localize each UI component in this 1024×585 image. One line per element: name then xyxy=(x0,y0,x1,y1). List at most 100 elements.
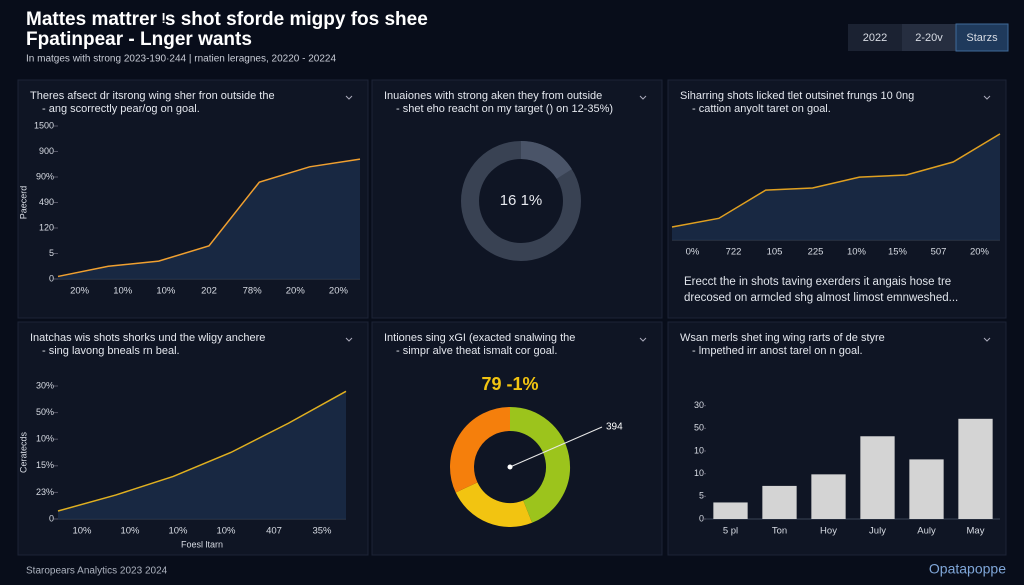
y-tick-label: 10% xyxy=(36,434,54,444)
y-axis-label: Paecerd xyxy=(18,186,28,220)
x-tick-label: 10% xyxy=(72,526,92,537)
line xyxy=(57,390,347,512)
bar xyxy=(909,459,944,519)
y-axis-label: Ceratecds xyxy=(18,431,28,473)
x-tick-label: July xyxy=(869,526,886,537)
bar xyxy=(713,502,748,519)
dropdown-icon[interactable] xyxy=(345,337,353,342)
donut-label: 79 -1% xyxy=(481,374,538,394)
panel-title: Inatchas wis shots shorks und the wligy … xyxy=(30,332,265,344)
panel xyxy=(667,321,1007,556)
x-tick-label: Hoy xyxy=(820,526,837,537)
x-tick-label: 20% xyxy=(70,286,90,297)
y-tick-label: 900 xyxy=(39,146,54,156)
title: Mattes mattrer ᵎs shot sforde migpy fos … xyxy=(26,9,428,30)
x-tick-label: 10% xyxy=(216,526,236,537)
donut-segment xyxy=(455,481,533,527)
panel-title: Theres afsect dr itsrong wing sher fron … xyxy=(30,90,275,102)
title: Fpatinpear - Lnger wants xyxy=(26,29,252,50)
x-axis-label: Foesl ltarn xyxy=(181,539,223,549)
x-tick-label: 0% xyxy=(686,247,700,258)
panel-title: - shet eho reacht on my target () on 12-… xyxy=(396,103,613,115)
bar xyxy=(762,485,797,519)
x-tick-label: 5 pl xyxy=(723,526,738,537)
y-tick-label: 5 xyxy=(699,491,704,501)
area xyxy=(58,159,360,279)
donut-segment xyxy=(520,141,572,180)
annotation-dot xyxy=(507,464,513,470)
y-tick-label: 0 xyxy=(699,513,704,523)
x-tick-label: 507 xyxy=(931,247,947,258)
dropdown-icon[interactable] xyxy=(639,337,647,342)
annotation-line xyxy=(509,426,603,468)
x-tick-label: 722 xyxy=(726,247,742,258)
y-tick-label: 30 xyxy=(694,400,704,410)
bar xyxy=(811,474,846,519)
x-tick-label: Auly xyxy=(917,526,936,537)
dropdown-icon[interactable] xyxy=(345,95,353,100)
panel-title: - lmpethed irr anost tarel on n goal. xyxy=(692,345,863,357)
button-label[interactable]: 2022 xyxy=(863,32,887,44)
x-tick-label: May xyxy=(967,526,985,537)
panel-title: Intiones sing xGI (exacted snalwing the xyxy=(384,332,575,344)
x-tick-label: 105 xyxy=(767,247,783,258)
x-tick-label: 10% xyxy=(168,526,188,537)
y-tick-label: 90% xyxy=(36,171,54,181)
x-tick-label: 10% xyxy=(847,247,867,258)
x-tick-label: 10% xyxy=(120,526,140,537)
note: Erecct the in shots taving exerders it a… xyxy=(684,276,951,288)
button[interactable] xyxy=(955,23,1009,52)
bar xyxy=(860,436,895,519)
panel-title: - ang scorrectly pear/og on goal. xyxy=(42,103,200,115)
y-tick-label: 30% xyxy=(36,380,54,390)
y-tick-label: 490 xyxy=(39,197,54,207)
x-tick-label: 15% xyxy=(888,247,908,258)
area xyxy=(58,391,346,519)
y-tick-label: 0 xyxy=(49,513,54,523)
panel-title: Inuaiones with strong aken they from out… xyxy=(384,90,602,102)
button-label[interactable]: Starzs xyxy=(966,32,998,44)
y-tick-label: 1500 xyxy=(34,120,54,130)
panel-title: - sing lavong bneals rn beal. xyxy=(42,345,180,357)
x-tick-label: 78% xyxy=(243,286,263,297)
annotation: 394 xyxy=(606,422,623,433)
dropdown-icon[interactable] xyxy=(983,95,991,100)
footer-left: Staropears Analytics 2023 2024 xyxy=(26,566,168,577)
y-tick-label: 10 xyxy=(694,445,704,455)
y-tick-label: 0 xyxy=(49,273,54,283)
dropdown-icon[interactable] xyxy=(983,337,991,342)
panel-title: Wsan merls shet ing wing rarts of de sty… xyxy=(680,332,885,344)
donut-segment xyxy=(450,407,511,493)
line xyxy=(671,133,1001,228)
y-tick-label: 15% xyxy=(36,460,54,470)
dropdown-icon[interactable] xyxy=(639,95,647,100)
line xyxy=(57,158,361,278)
x-tick-label: 202 xyxy=(201,286,217,297)
panel xyxy=(371,79,663,319)
bar xyxy=(958,418,993,519)
y-tick-label: 10 xyxy=(694,468,704,478)
x-tick-label: 20% xyxy=(329,286,349,297)
y-tick-label: 120 xyxy=(39,222,54,232)
subtitle: In matges with strong 2023-190·244 | rna… xyxy=(26,54,336,65)
x-tick-label: 225 xyxy=(808,247,824,258)
x-tick-label: 20% xyxy=(970,247,990,258)
button[interactable] xyxy=(902,24,956,51)
button-label[interactable]: 2-20v xyxy=(915,32,943,44)
y-tick-label: 50 xyxy=(694,423,704,433)
y-tick-label: 23% xyxy=(36,487,54,497)
x-tick-label: Ton xyxy=(772,526,787,537)
footer-right: Opatapoppe xyxy=(929,561,1006,577)
y-tick-label: 50% xyxy=(36,407,54,417)
panel-title: - simpr alve theat ismalt cor goal. xyxy=(396,345,557,357)
y-tick-label: 5 xyxy=(49,248,54,258)
button[interactable] xyxy=(848,24,902,51)
area xyxy=(672,133,1000,240)
donut-segment xyxy=(509,407,570,523)
x-tick-label: 35% xyxy=(312,526,332,537)
x-tick-label: 20% xyxy=(286,286,306,297)
x-tick-label: 10% xyxy=(113,286,133,297)
panel-title: Siharring shots licked tlet outsinet fru… xyxy=(680,90,914,102)
